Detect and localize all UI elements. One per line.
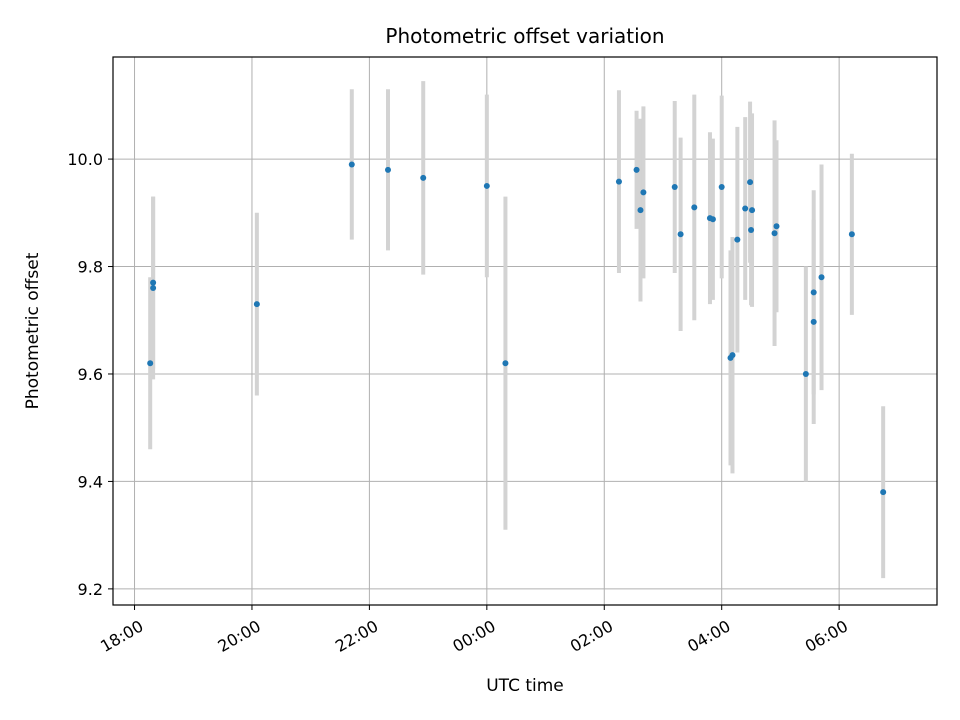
y-tick-label: 9.8 (78, 258, 103, 277)
data-point (420, 174, 427, 181)
data-point (718, 184, 725, 191)
data-point (671, 184, 678, 191)
data-point (771, 230, 778, 237)
y-axis-label: Photometric offset (23, 252, 43, 409)
plot-frame (112, 56, 938, 606)
data-point (709, 216, 716, 223)
data-point (810, 318, 817, 325)
data-point (742, 205, 749, 212)
data-point (818, 274, 825, 281)
data-point (749, 207, 756, 214)
chart-title: Photometric offset variation (385, 24, 664, 48)
data-point (773, 223, 780, 230)
y-tick-label: 9.4 (78, 472, 103, 491)
data-point (483, 182, 490, 189)
x-axis-label: UTC time (486, 676, 564, 696)
y-axis-ticks: 9.2 9.4 9.6 9.8 10.0 (67, 150, 113, 599)
data-point (348, 161, 355, 168)
data-point (802, 370, 809, 377)
y-tick-label: 10.0 (67, 150, 103, 169)
data-point (150, 285, 157, 292)
data-point (633, 166, 640, 173)
data-point (640, 189, 647, 196)
data-point (691, 204, 698, 211)
data-point (880, 489, 887, 496)
data-point (502, 360, 509, 367)
data-point (734, 236, 741, 243)
data-point (615, 178, 622, 185)
data-point (677, 231, 684, 238)
data-point (848, 231, 855, 238)
y-tick-label: 9.6 (78, 365, 103, 384)
y-tick-label: 9.2 (78, 580, 103, 599)
data-point (810, 289, 817, 296)
data-point (637, 207, 644, 214)
data-point (147, 360, 154, 367)
data-point (729, 352, 736, 359)
data-point (384, 166, 391, 173)
data-point (748, 226, 755, 233)
data-point (253, 301, 260, 308)
data-point (747, 179, 754, 186)
data-point (150, 279, 157, 286)
data-points (147, 161, 887, 496)
